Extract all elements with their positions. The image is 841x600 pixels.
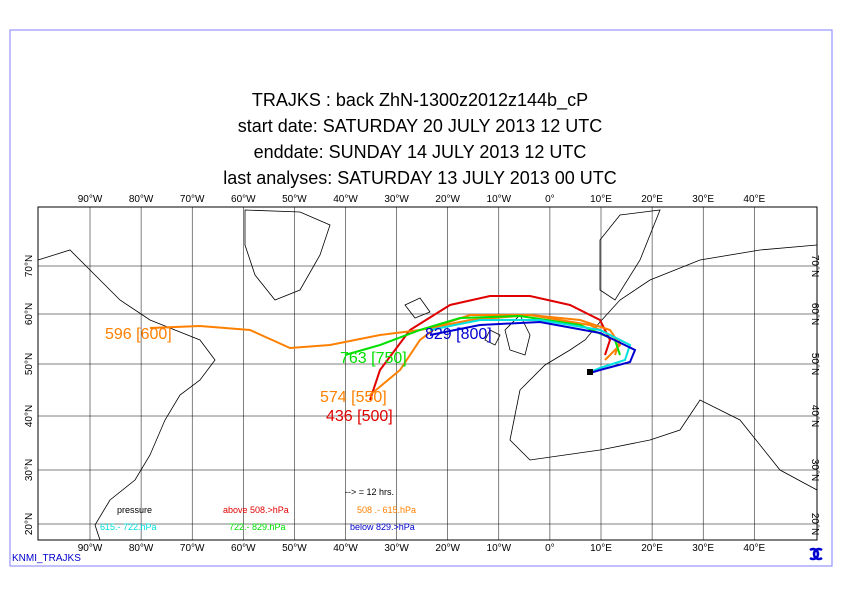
longitude-label: 90°W <box>78 543 103 554</box>
latitude-label: 20°N <box>809 513 820 535</box>
legend-item: 615.- 722.hPa <box>100 522 157 532</box>
latitude-label: 40°N <box>24 405 35 427</box>
legend-item: pressure <box>117 505 152 515</box>
longitude-label: 40°E <box>743 543 765 554</box>
trajectory-label: 436 [500] <box>326 408 393 425</box>
trajectory-label: 574 [550] <box>320 389 387 406</box>
latitude-label: 30°N <box>24 459 35 481</box>
longitude-label: 20°E <box>641 543 663 554</box>
legend-item: 508 .- 615.hPa <box>357 505 416 515</box>
longitude-label: 30°W <box>384 543 409 554</box>
coastlines <box>37 209 818 541</box>
title-line: last analyses: SATURDAY 13 JULY 2013 00 … <box>223 168 617 188</box>
legend-item: below 829.>hPa <box>350 522 415 532</box>
longitude-label: 90°W <box>78 194 103 205</box>
longitude-label: 80°W <box>129 194 154 205</box>
latitude-label: 70°N <box>809 255 820 277</box>
latitude-label: 30°N <box>809 459 820 481</box>
coast <box>404 297 431 319</box>
trajectories <box>149 295 637 401</box>
logo-part <box>812 547 823 561</box>
longitude-label: 40°W <box>333 194 358 205</box>
logo <box>809 547 823 561</box>
title-line: enddate: SUNDAY 14 JULY 2013 12 UTC <box>254 142 587 162</box>
trajectory-label: 596 [600] <box>105 326 172 343</box>
longitude-label: 50°W <box>282 194 307 205</box>
coast <box>244 209 331 301</box>
longitude-label: 40°W <box>333 543 358 554</box>
longitude-label: 10°W <box>487 194 512 205</box>
latitude-label: 40°N <box>809 405 820 427</box>
longitude-label: 30°W <box>384 194 409 205</box>
trajectory <box>429 320 637 374</box>
longitude-label: 0° <box>545 194 555 205</box>
trajectory-label: 763 [750] <box>340 350 407 367</box>
coast <box>509 389 818 491</box>
latitude-label: 60°N <box>809 303 820 325</box>
logo-part <box>809 547 820 561</box>
trajectory <box>429 319 632 373</box>
longitude-label: 10°E <box>590 194 612 205</box>
title-line: TRAJKS : back ZhN-1300z2012z144b_cP <box>252 90 588 111</box>
longitude-label: 60°W <box>231 194 256 205</box>
title-block: TRAJKS : back ZhN-1300z2012z144b_cPstart… <box>223 90 617 188</box>
graticule <box>38 207 817 540</box>
map-frame <box>37 206 818 541</box>
coast <box>519 244 818 391</box>
longitude-label: 30°E <box>692 194 714 205</box>
longitude-label: 20°E <box>641 194 663 205</box>
longitude-label: 70°W <box>180 194 205 205</box>
longitude-label: 0° <box>545 543 555 554</box>
latitude-label: 70°N <box>24 255 35 277</box>
coast <box>484 314 531 356</box>
longitude-label: 80°W <box>129 543 154 554</box>
trajectory-label: 829 [800] <box>425 326 492 343</box>
page-border <box>9 29 833 567</box>
footer: KNMI_TRAJKS <box>12 553 81 564</box>
end-point <box>587 369 593 375</box>
longitude-label: 20°W <box>435 194 460 205</box>
trajectory <box>369 295 612 401</box>
title-line: start date: SATURDAY 20 JULY 2013 12 UTC <box>238 116 603 136</box>
legend-item: 722.- 829.hPa <box>229 522 286 532</box>
latitude-label: 20°N <box>24 513 35 535</box>
longitude-label: 50°W <box>282 543 307 554</box>
longitude-label: 40°E <box>743 194 765 205</box>
longitude-label: 30°E <box>692 543 714 554</box>
latitude-label: 50°N <box>809 353 820 375</box>
legend-item: above 508.>hPa <box>223 505 289 515</box>
longitude-label: 20°W <box>435 543 460 554</box>
latitude-label: 50°N <box>24 353 35 375</box>
legend-note: --> = 12 hrs. <box>345 487 394 497</box>
longitude-label: 70°W <box>180 543 205 554</box>
coast <box>599 209 661 301</box>
coast <box>37 249 216 541</box>
longitude-label: 60°W <box>231 543 256 554</box>
longitude-label: 10°W <box>487 543 512 554</box>
latitude-label: 60°N <box>24 303 35 325</box>
longitude-label: 10°E <box>590 543 612 554</box>
labels: 90°W 90°W 80°W 80°W 70°W 70°W 60°W 60°W 50°W 50°W… <box>24 194 820 554</box>
